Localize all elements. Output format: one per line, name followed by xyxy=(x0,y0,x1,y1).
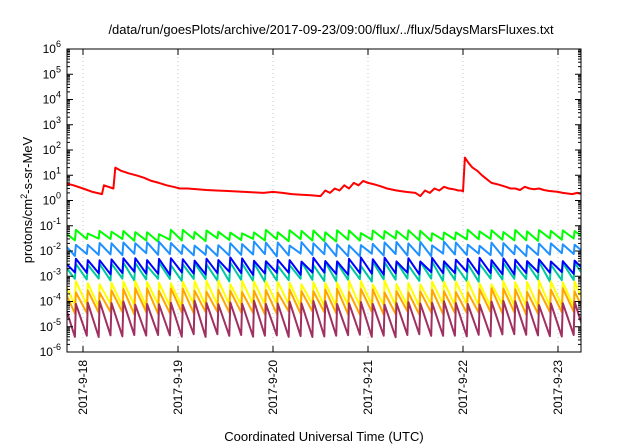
x-axis-label: Coordinated Universal Time (UTC) xyxy=(224,429,423,444)
y-tick-label: 10-4 xyxy=(40,292,61,309)
x-tick-label: 2017-9-19 xyxy=(171,360,185,415)
series-line xyxy=(67,299,581,339)
x-tick-label: 2017-9-20 xyxy=(266,360,280,415)
series-line xyxy=(67,240,581,258)
y-axis-label: protons/cm2-s-sr-MeV xyxy=(19,136,35,263)
y-tick-label: 10-2 xyxy=(40,241,61,258)
y-axis: 10-6 10-5 10-4 10-3 10-2 10-1 100 101 102 103 104 1… xyxy=(40,39,581,359)
y-tick-label: 10-6 xyxy=(40,342,61,359)
series-line xyxy=(67,156,581,198)
y-tick-label: 105 xyxy=(43,64,61,81)
series-line xyxy=(67,228,581,243)
chart-title: /data/run/goesPlots/archive/2017-09-23/0… xyxy=(108,22,554,37)
y-tick-label: 10-1 xyxy=(40,216,61,233)
x-tick-label: 2017-9-22 xyxy=(456,360,470,415)
series-line xyxy=(67,256,581,276)
x-tick-label: 2017-9-21 xyxy=(361,360,375,415)
x-tick-label: 2017-9-23 xyxy=(551,360,565,415)
y-tick-label: 104 xyxy=(43,90,61,107)
series-group xyxy=(67,156,581,339)
x-axis: 2017-9-18 2017-9-19 2017-9-20 2017-9-21 2017… xyxy=(76,49,565,415)
grid xyxy=(82,49,559,352)
y-tick-label: 10-3 xyxy=(40,266,61,283)
y-tick-label: 102 xyxy=(43,140,61,157)
y-tick-label: 100 xyxy=(43,191,61,208)
y-tick-label: 101 xyxy=(43,165,61,182)
y-tick-label: 103 xyxy=(43,115,61,132)
x-tick-label: 2017-9-18 xyxy=(76,360,90,415)
y-tick-label: 10-5 xyxy=(40,317,61,334)
y-tick-label: 106 xyxy=(43,39,61,56)
